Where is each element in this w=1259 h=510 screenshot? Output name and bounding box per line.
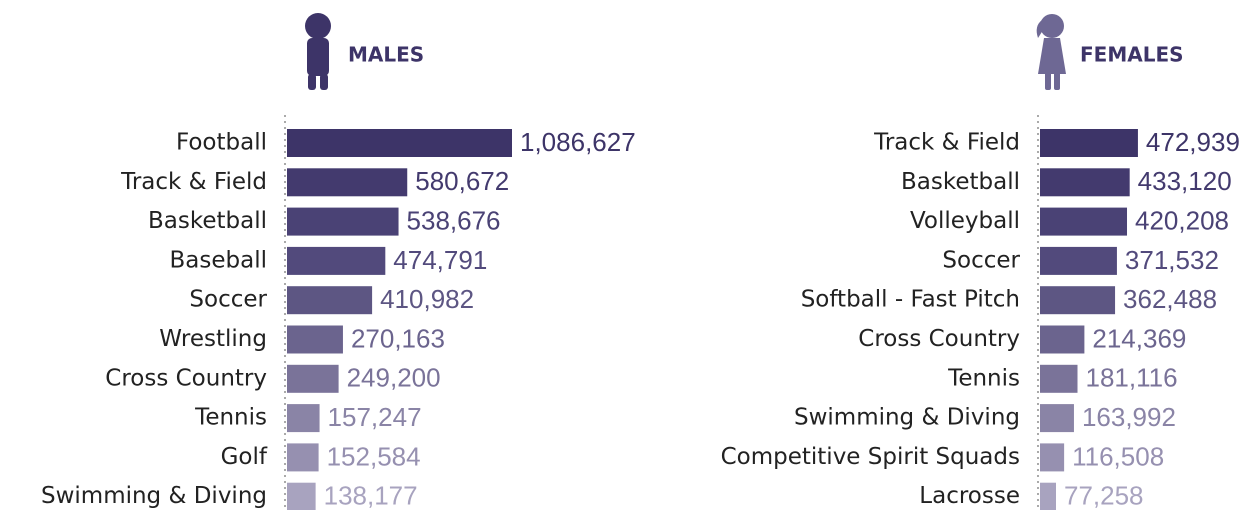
category-label: Soccer [189, 287, 267, 313]
category-label: Track & Field [873, 130, 1020, 156]
bar [287, 404, 320, 433]
chart-title: FEMALES [1080, 43, 1184, 67]
value-label: 152,584 [327, 441, 421, 471]
chart-title: MALES [348, 43, 424, 67]
value-label: 1,086,627 [520, 127, 636, 157]
value-label: 420,208 [1135, 205, 1229, 235]
male-icon [305, 13, 331, 90]
category-label: Wrestling [159, 326, 267, 352]
bar [287, 443, 319, 472]
bar [287, 129, 512, 157]
bar [1040, 286, 1116, 315]
category-label: Volleyball [910, 208, 1020, 234]
category-label: Softball - Fast Pitch [801, 287, 1020, 313]
value-label: 433,120 [1138, 166, 1232, 196]
bar [287, 286, 373, 315]
bar [1040, 404, 1074, 433]
bar [287, 207, 399, 236]
value-label: 138,177 [324, 481, 418, 510]
category-label: Track & Field [120, 169, 267, 195]
category-label: Lacrosse [919, 483, 1020, 509]
bar [1040, 443, 1065, 472]
value-label: 214,369 [1092, 323, 1186, 353]
value-label: 538,676 [407, 205, 501, 235]
value-label: 116,508 [1072, 441, 1164, 471]
value-label: 580,672 [415, 166, 509, 196]
bar [1040, 129, 1138, 157]
value-label: 410,982 [380, 284, 474, 314]
category-label: Golf [221, 444, 268, 470]
female-icon [1036, 14, 1066, 90]
value-label: 77,258 [1064, 481, 1144, 510]
value-label: 474,791 [393, 245, 487, 275]
value-label: 472,939 [1146, 127, 1240, 157]
bar [287, 364, 339, 393]
bar [1040, 207, 1128, 236]
bar [287, 168, 408, 197]
bar [1040, 168, 1130, 197]
bar [287, 325, 343, 354]
category-label: Football [176, 130, 267, 156]
bar [287, 482, 316, 510]
bar [1040, 246, 1117, 275]
category-label: Swimming & Diving [41, 483, 267, 509]
value-label: 163,992 [1082, 402, 1176, 432]
bar [1040, 325, 1085, 354]
category-label: Cross Country [858, 326, 1020, 352]
category-label: Tennis [194, 405, 267, 431]
value-label: 157,247 [328, 402, 422, 432]
value-label: 270,163 [351, 323, 445, 353]
category-label: Basketball [148, 208, 267, 234]
category-label: Swimming & Diving [794, 405, 1020, 431]
bar [1040, 482, 1056, 510]
bar [1040, 364, 1078, 393]
value-label: 362,488 [1123, 284, 1217, 314]
category-label: Basketball [901, 169, 1020, 195]
bar [287, 246, 386, 275]
category-label: Tennis [947, 365, 1020, 391]
category-label: Cross Country [105, 365, 267, 391]
category-label: Baseball [170, 247, 267, 273]
value-label: 371,532 [1125, 245, 1219, 275]
value-label: 181,116 [1086, 363, 1178, 393]
value-label: 249,200 [347, 363, 441, 393]
category-label: Competitive Spirit Squads [721, 444, 1020, 470]
category-label: Soccer [942, 247, 1020, 273]
